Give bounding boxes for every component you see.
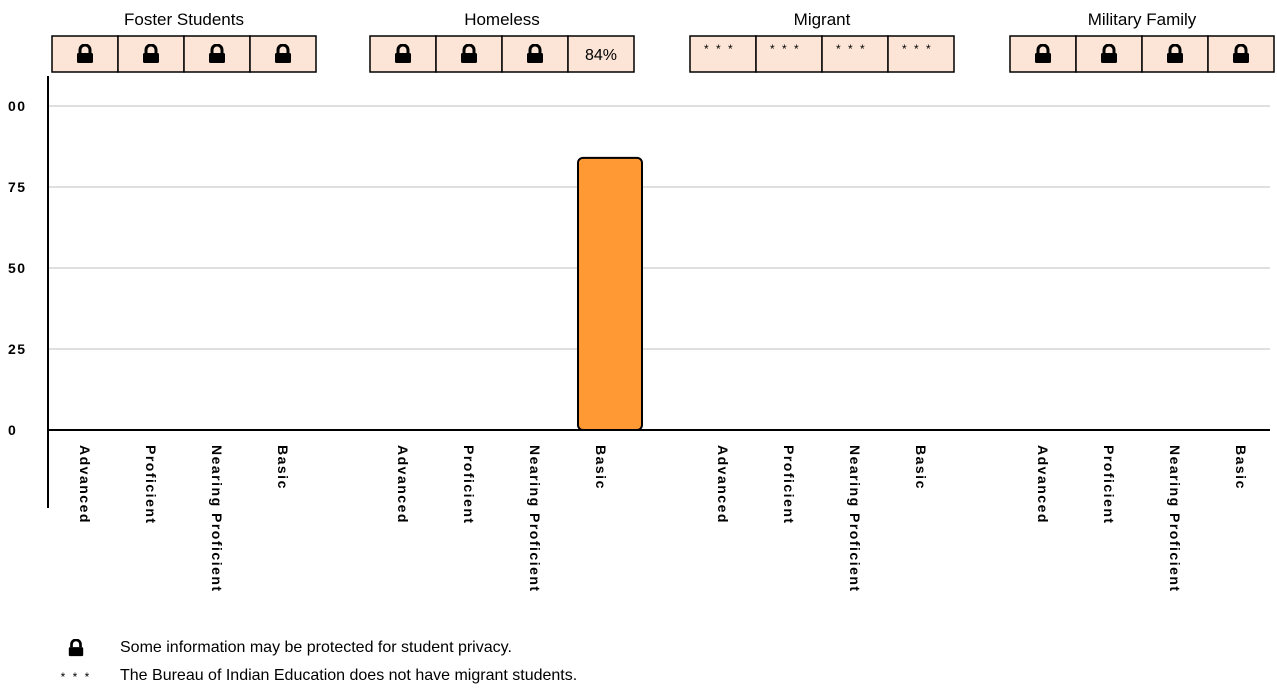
x-tick-label: Nearing Proficient	[209, 445, 225, 593]
x-tick-label: Nearing Proficient	[1167, 445, 1183, 593]
group-title: Foster Students	[124, 10, 244, 29]
x-tick-label: Basic	[593, 445, 609, 490]
x-tick-label: Advanced	[1035, 445, 1051, 524]
value-cell	[51, 35, 119, 73]
stars-symbol: * * *	[836, 42, 867, 56]
x-tick-label: Basic	[913, 445, 929, 490]
x-tick-label: Basic	[1233, 445, 1249, 490]
x-tick-label: Basic	[275, 445, 291, 490]
x-tick-label: Advanced	[395, 445, 411, 524]
group-title: Military Family	[1088, 10, 1197, 29]
stars-symbol: * * *	[770, 42, 801, 56]
stars-symbol: * * *	[902, 42, 933, 56]
value-label: 84%	[585, 47, 617, 64]
value-cell	[567, 35, 635, 73]
stars-symbol: * * *	[60, 670, 92, 684]
y-tick-label: 75	[8, 179, 27, 195]
y-tick-label: 00	[8, 98, 27, 114]
value-cell	[689, 35, 757, 73]
y-tick-label: 50	[8, 260, 27, 276]
x-tick-label: Advanced	[715, 445, 731, 524]
x-tick-label: Proficient	[781, 445, 797, 525]
value-cell	[887, 35, 955, 73]
x-tick-label: Nearing Proficient	[847, 445, 863, 593]
x-tick-label: Proficient	[143, 445, 159, 525]
legend-item-migrant: * * * The Bureau of Indian Education doe…	[61, 667, 1020, 685]
y-tick-label: 0	[8, 422, 17, 438]
legend-privacy-text: Some information may be protected for st…	[120, 639, 512, 656]
group-title: Homeless	[464, 10, 540, 29]
legend-item-privacy: Some information may be protected for st…	[120, 639, 1020, 657]
x-tick-label: Proficient	[461, 445, 477, 525]
x-tick-label: Nearing Proficient	[527, 445, 543, 593]
bar	[577, 156, 643, 431]
y-tick-label: 25	[8, 341, 27, 357]
group-title: Migrant	[794, 10, 851, 29]
stars-symbol: * * *	[704, 42, 735, 56]
value-cell	[821, 35, 889, 73]
legend-migrant-text: The Bureau of Indian Education does not …	[120, 667, 578, 684]
value-cell	[755, 35, 823, 73]
x-tick-label: Advanced	[77, 445, 93, 524]
lock-icon	[56, 639, 96, 662]
x-tick-label: Proficient	[1101, 445, 1117, 525]
